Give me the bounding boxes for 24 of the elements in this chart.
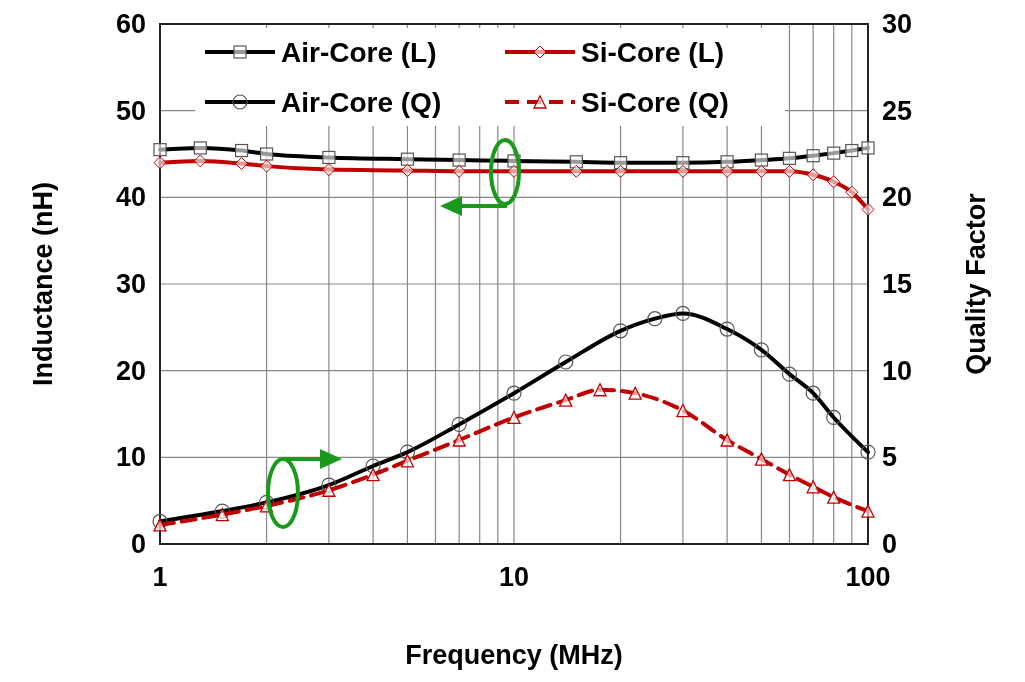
y2-tick-label: 0 xyxy=(882,529,898,559)
y-tick-label: 0 xyxy=(130,529,146,559)
x-tick-label: 10 xyxy=(498,562,530,592)
y2-tick-label: 10 xyxy=(882,355,913,386)
x-tick-label: 1 xyxy=(152,562,168,592)
x-tick-label: 100 xyxy=(845,562,891,592)
y2-axis-title: Quality Factor xyxy=(961,192,991,375)
legend-label: Air-Core (L) xyxy=(281,37,437,68)
x-axis-title: Frequency (MHz) xyxy=(405,640,623,670)
legend-label: Si-Core (L) xyxy=(581,37,725,68)
y-tick-label: 60 xyxy=(115,9,146,39)
y2-tick-label: 20 xyxy=(882,182,913,213)
legend-label: Si-Core (Q) xyxy=(581,87,729,118)
y2-tick-label: 30 xyxy=(882,9,913,39)
y-tick-label: 20 xyxy=(115,355,146,386)
y-tick-label: 40 xyxy=(115,182,146,213)
legend-label: Air-Core (Q) xyxy=(281,87,442,118)
y-tick-label: 30 xyxy=(115,269,146,299)
y2-tick-label: 25 xyxy=(882,95,913,126)
y-tick-label: 50 xyxy=(115,95,146,126)
y2-tick-label: 5 xyxy=(882,442,898,473)
y-tick-label: 10 xyxy=(115,442,146,473)
y-axis-title: Inductance (nH) xyxy=(28,181,58,387)
y2-tick-label: 15 xyxy=(882,269,913,299)
